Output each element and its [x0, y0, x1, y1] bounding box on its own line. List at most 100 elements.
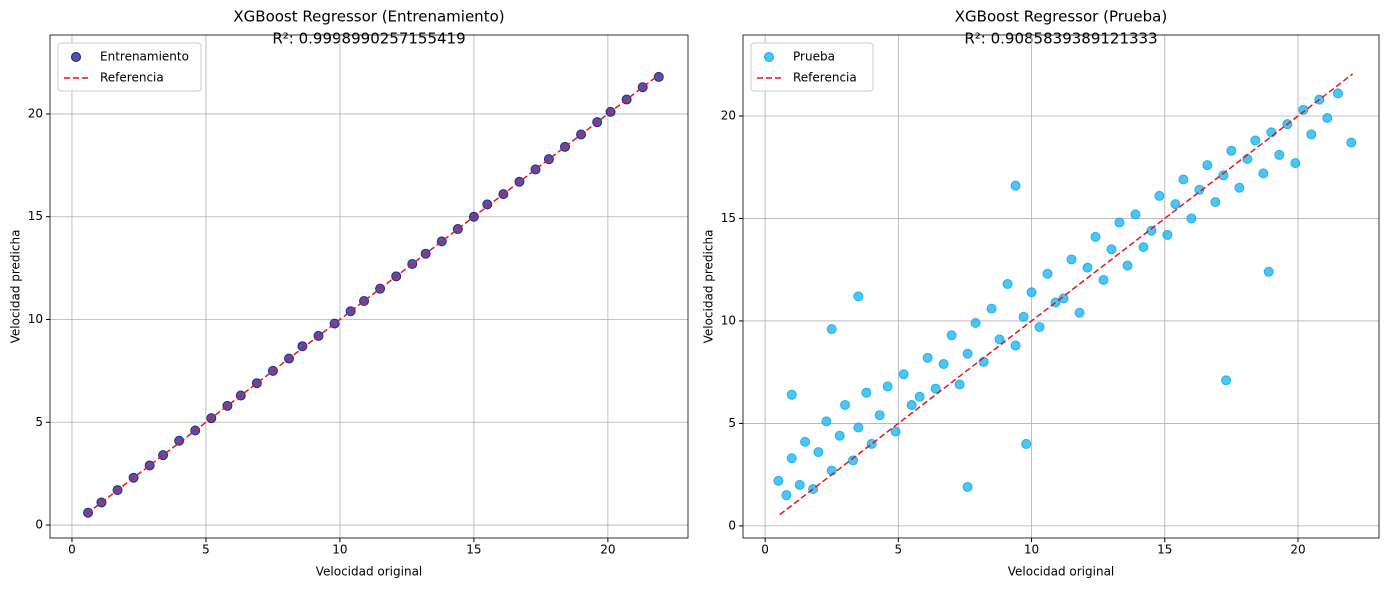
y-tick-label: 10	[28, 312, 43, 326]
x-tick-label: 10	[332, 543, 347, 557]
x-axis-label: Velocidad original	[316, 565, 423, 579]
point	[1298, 104, 1309, 115]
point	[653, 71, 664, 82]
point	[1306, 129, 1317, 140]
point	[1210, 197, 1221, 208]
point	[1026, 287, 1037, 298]
y-tick-label: 15	[721, 211, 736, 225]
point	[1106, 244, 1117, 255]
point	[1250, 135, 1261, 146]
point	[1021, 438, 1032, 449]
point	[853, 422, 864, 433]
point	[1002, 279, 1013, 290]
point	[1082, 262, 1093, 273]
point	[861, 387, 872, 398]
point	[786, 389, 797, 400]
point	[1263, 266, 1274, 277]
y-tick-label: 20	[721, 108, 736, 122]
point	[938, 358, 949, 369]
point	[1194, 184, 1205, 195]
point	[1170, 199, 1181, 210]
y-tick-label: 10	[721, 313, 736, 327]
point	[978, 356, 989, 367]
point	[906, 399, 917, 410]
x-tick-label: 0	[761, 543, 769, 557]
point	[874, 410, 885, 421]
point	[1218, 170, 1229, 181]
legend-label: Referencia	[793, 71, 857, 85]
point	[890, 426, 901, 437]
reference-line	[86, 74, 660, 515]
legend-marker	[764, 52, 774, 62]
x-tick-label: 5	[202, 543, 210, 557]
reference-line	[779, 73, 1354, 516]
x-tick-label: 20	[600, 543, 615, 557]
point	[826, 465, 837, 476]
point	[1074, 307, 1085, 318]
point	[297, 341, 308, 352]
point	[1058, 293, 1069, 304]
y-tick-label: 0	[35, 518, 43, 532]
point	[786, 453, 797, 464]
point	[840, 399, 851, 410]
point	[922, 352, 933, 363]
point	[1138, 242, 1149, 253]
point	[1066, 254, 1077, 265]
point	[1346, 137, 1357, 148]
y-tick-label: 5	[35, 415, 43, 429]
legend-box	[750, 42, 874, 92]
point	[946, 330, 957, 341]
point	[962, 348, 973, 359]
point	[954, 379, 965, 390]
legend-marker	[71, 52, 81, 62]
legend-label: Entrenamiento	[100, 50, 189, 64]
point	[1234, 182, 1245, 193]
point	[1226, 145, 1237, 156]
y-axis-label: Velocidad predicha	[9, 230, 23, 344]
chart-subtitle: R²: 0.9085839389121333	[964, 30, 1157, 48]
point	[1178, 174, 1189, 185]
legend-label: Referencia	[100, 71, 164, 85]
legend-label: Prueba	[793, 50, 835, 64]
point	[1034, 322, 1045, 333]
point	[1146, 225, 1157, 236]
point	[800, 436, 811, 447]
point	[794, 479, 805, 490]
point	[826, 324, 837, 335]
x-tick-label: 0	[68, 543, 76, 557]
point	[781, 490, 792, 501]
point	[1322, 113, 1333, 124]
plot-frame	[742, 34, 1380, 539]
point	[1274, 149, 1285, 160]
point	[930, 383, 941, 394]
y-tick-label: 0	[728, 518, 736, 532]
x-tick-label: 5	[895, 543, 903, 557]
y-tick-label: 5	[728, 416, 736, 430]
y-tick-label: 20	[28, 106, 43, 120]
point	[1010, 180, 1021, 191]
point	[1221, 375, 1232, 386]
x-axis-label: Velocidad original	[1008, 565, 1115, 579]
point	[986, 303, 997, 314]
point	[1162, 229, 1173, 240]
chart-title: XGBoost Regressor (Entrenamiento)	[233, 8, 504, 26]
point	[1010, 340, 1021, 351]
point	[914, 391, 925, 402]
point	[773, 475, 784, 486]
point	[1042, 268, 1053, 279]
point	[174, 435, 185, 446]
point	[834, 430, 845, 441]
point	[1114, 217, 1125, 228]
point	[1186, 213, 1197, 224]
y-tick-label: 15	[28, 209, 43, 223]
point	[1266, 127, 1277, 138]
x-tick-label: 20	[1290, 543, 1305, 557]
y-axis-label: Velocidad predicha	[702, 230, 716, 344]
point	[1242, 154, 1253, 165]
point	[1130, 209, 1141, 220]
point	[1018, 311, 1029, 322]
point	[882, 381, 893, 392]
point	[1154, 190, 1165, 201]
point	[813, 447, 824, 458]
